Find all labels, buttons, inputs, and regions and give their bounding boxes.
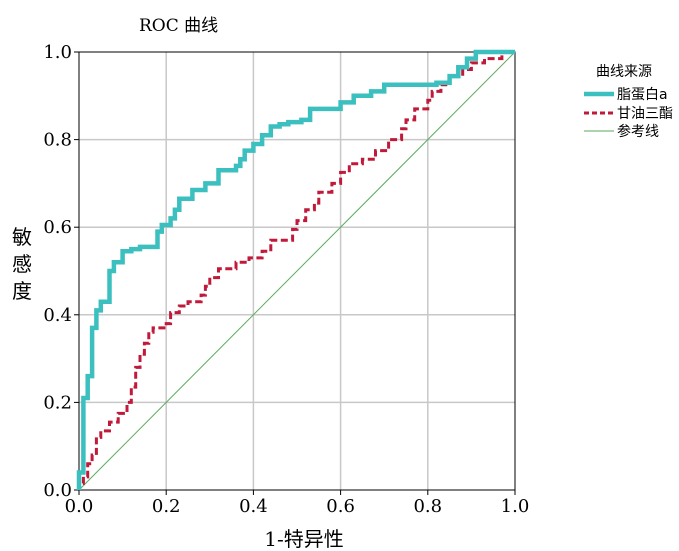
x-tick-label: 0.6 xyxy=(326,496,355,517)
axis-ticks: 0.0 0.2 0.4 0.6 0.8 1.0 0.0 0.2 0.4 0.6 0.8 1.0 xyxy=(43,42,529,517)
series-reference-line xyxy=(78,51,516,491)
legend: 曲线来源 脂蛋白a 甘油三酯 参考线 xyxy=(584,64,673,140)
legend-label-reference-line: 参考线 xyxy=(617,123,659,140)
x-tick-label: 0.4 xyxy=(239,496,268,517)
plot-frame xyxy=(78,51,516,491)
y-tick-label: 0.0 xyxy=(43,480,72,501)
grid-lines xyxy=(79,52,515,490)
x-tick-label: 0.8 xyxy=(413,496,442,517)
x-tick-label: 0.0 xyxy=(65,496,94,517)
series-triglyceride xyxy=(77,50,515,490)
y-tick-label: 0.6 xyxy=(43,217,72,238)
y-tick-label: 0.2 xyxy=(43,392,72,413)
legend-label-lipoprotein-a: 脂蛋白a xyxy=(617,87,668,103)
legend-title: 曲线来源 xyxy=(596,64,652,80)
series-lipoprotein-a xyxy=(76,49,515,490)
legend-label-triglyceride: 甘油三酯 xyxy=(617,106,673,122)
y-axis-title: 敏感度 xyxy=(12,225,32,303)
x-axis-title: 1-特异性 xyxy=(264,527,343,551)
y-tick-label: 1.0 xyxy=(43,42,72,63)
series-lines xyxy=(76,49,516,491)
x-tick-label: 0.2 xyxy=(152,496,181,517)
y-tick-label: 0.8 xyxy=(43,130,72,151)
chart-title: ROC 曲线 xyxy=(139,16,218,36)
y-tick-label: 0.4 xyxy=(43,305,72,326)
x-tick-label: 1.0 xyxy=(501,496,530,517)
